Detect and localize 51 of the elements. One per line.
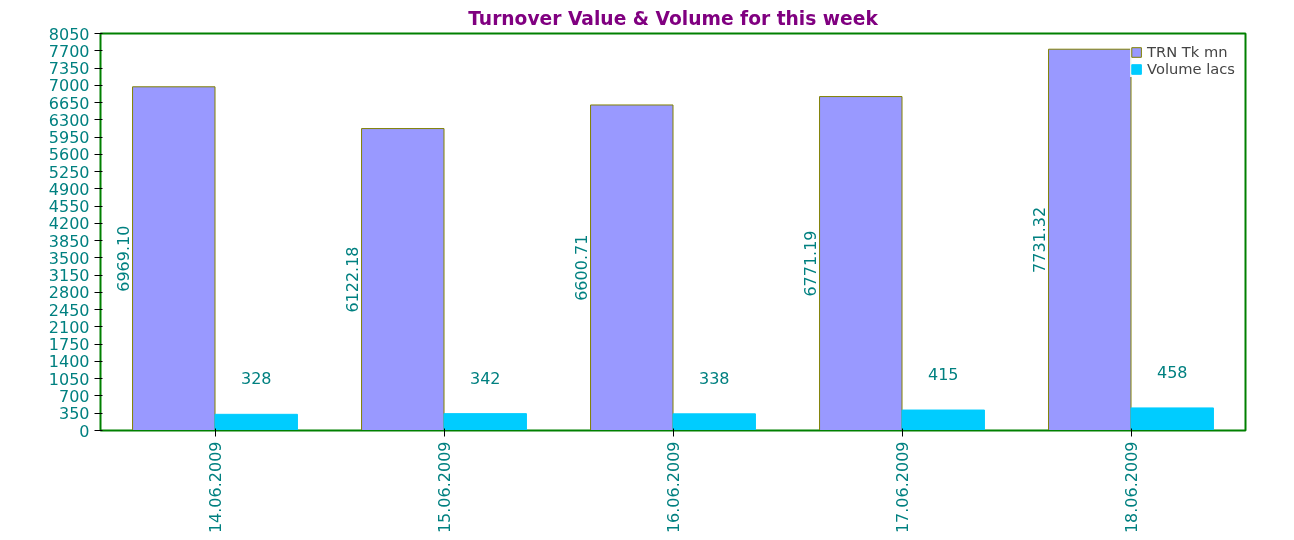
data-label: 458: [1156, 362, 1188, 382]
y-tick-label: 3850: [48, 231, 90, 251]
x-tick-label: 18.06.2009: [1122, 441, 1141, 534]
chart-title: Turnover Value & Volume for this week: [468, 7, 879, 29]
bar: [1130, 407, 1214, 431]
y-tick-label: 1050: [48, 369, 90, 389]
y-tick-label: 5950: [48, 128, 90, 148]
data-label: 415: [927, 365, 959, 385]
bar: [361, 128, 445, 431]
bar: [819, 96, 903, 431]
y-tick-label: 8050: [48, 24, 90, 44]
y-tick-label: 3150: [48, 266, 90, 286]
y-tick-label: 2450: [48, 300, 90, 320]
data-label: 6969.10: [113, 225, 133, 292]
x-tick-label: 17.06.2009: [893, 441, 912, 534]
bar: [214, 413, 298, 431]
y-tick-label: 1400: [48, 352, 90, 372]
data-label: 6122.18: [342, 246, 362, 313]
y-tick-label: 1750: [48, 335, 90, 355]
legend-label: Volume lacs: [1147, 60, 1235, 77]
data-label: 328: [240, 369, 272, 389]
y-tick-label: 7700: [48, 41, 90, 61]
data-label: 342: [469, 368, 501, 388]
y-tick-label: 0: [79, 421, 90, 441]
y-tick-label: 2100: [48, 317, 90, 337]
x-tick-label: 14.06.2009: [206, 441, 225, 534]
y-tick-label: 350: [58, 404, 90, 424]
data-label: 7731.32: [1029, 206, 1049, 273]
y-tick-label: 7350: [48, 59, 90, 79]
y-tick-label: 2800: [48, 283, 90, 303]
y-tick-label: 4550: [48, 197, 90, 217]
y-tick-label: 6650: [48, 93, 90, 113]
y-tick-label: 3500: [48, 248, 90, 268]
data-label: 6600.71: [571, 234, 591, 301]
data-label: 338: [698, 368, 730, 388]
y-tick-label: 5600: [48, 145, 90, 165]
data-label: 6771.19: [800, 230, 820, 297]
y-tick-label: 5250: [48, 162, 90, 182]
bar: [901, 409, 985, 431]
x-tick-label: 16.06.2009: [664, 441, 683, 534]
bar: [443, 413, 527, 431]
x-tick-label: 15.06.2009: [435, 441, 454, 534]
bar: [590, 104, 674, 431]
bar: [132, 86, 216, 431]
y-tick-label: 4900: [48, 179, 90, 199]
legend-label: TRN Tk mn: [1147, 43, 1228, 60]
y-tick-label: 6300: [48, 110, 90, 130]
y-tick-label: 7000: [48, 76, 90, 96]
y-tick-label: 4200: [48, 214, 90, 234]
y-tick-label: 700: [58, 386, 90, 406]
bar: [672, 413, 756, 431]
